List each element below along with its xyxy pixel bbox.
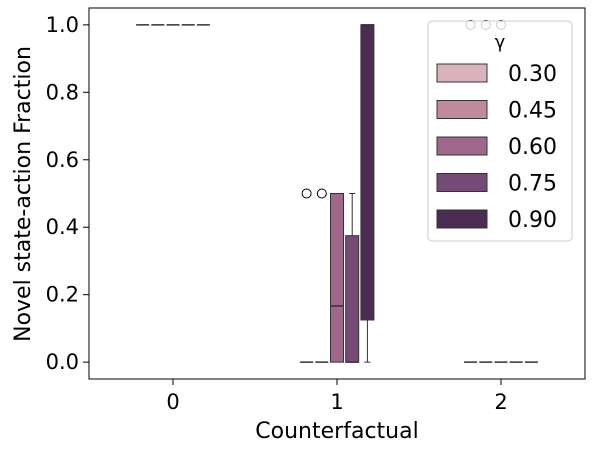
legend-entries: 0.30 0.45 0.60 0.75 0.90 <box>436 62 557 233</box>
legend-swatch <box>436 136 488 156</box>
legend-label: 0.60 <box>508 135 557 160</box>
legend-swatch <box>436 100 488 119</box>
box <box>345 235 360 363</box>
y-tick-label: 0.0 <box>46 350 79 374</box>
box <box>330 193 344 363</box>
y-axis-label: Novel state-action Fraction <box>11 46 36 342</box>
y-tick-label: 0.8 <box>46 80 79 104</box>
outlier-point <box>301 188 312 199</box>
y-tick-label: 0.6 <box>46 148 79 172</box>
legend-swatch <box>436 173 488 192</box>
y-axis-ticks: 0.0 0.2 0.4 0.6 0.8 1.0 <box>46 13 89 374</box>
legend-label: 0.90 <box>508 208 557 233</box>
legend-label: 0.45 <box>508 99 557 124</box>
legend: γ 0.30 0.45 0.60 0.75 0.90 <box>427 20 573 242</box>
plot-area <box>136 19 538 363</box>
legend-label: 0.30 <box>508 62 557 87</box>
legend-title: γ <box>495 32 506 53</box>
x-tick-label: 2 <box>494 390 507 414</box>
y-tick-label: 1.0 <box>46 13 79 37</box>
x-tick-label: 0 <box>166 390 179 414</box>
legend-swatch <box>436 63 488 83</box>
y-tick-label: 0.4 <box>46 215 79 239</box>
x-axis-label: Counterfactual <box>255 419 418 444</box>
legend-label: 0.75 <box>508 172 557 197</box>
legend-swatch <box>436 209 488 229</box>
outlier-point <box>316 188 327 199</box>
x-tick-label: 1 <box>330 390 343 414</box>
x-axis-ticks: 0 1 2 <box>166 379 508 414</box>
y-tick-label: 0.2 <box>46 283 79 307</box>
box <box>360 24 375 321</box>
